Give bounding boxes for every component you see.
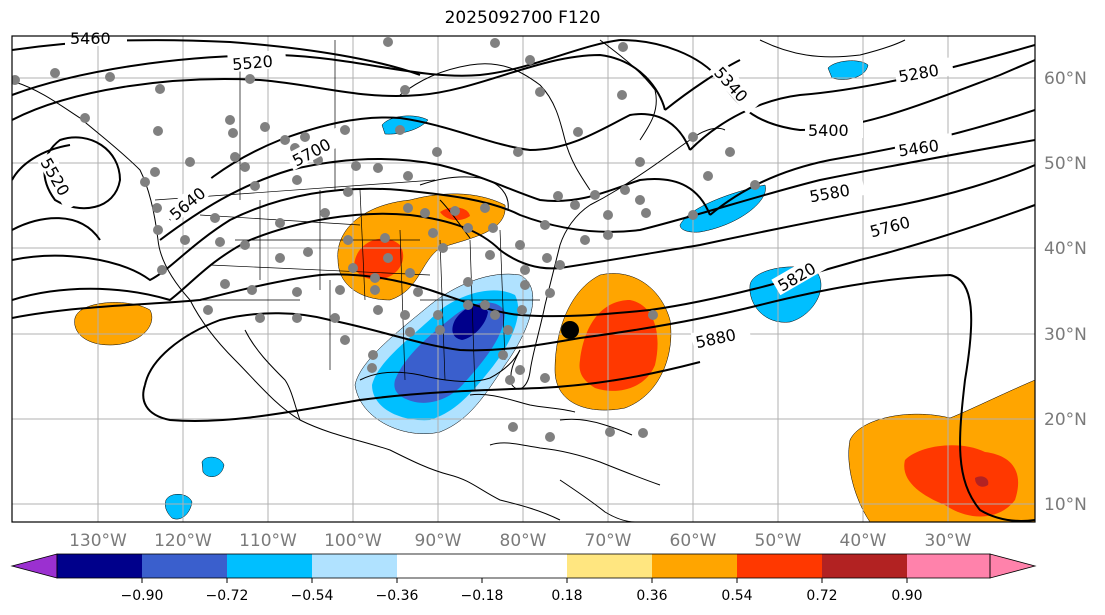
lon-label: 40°W: [840, 531, 887, 551]
anomaly-fills: [74, 60, 1035, 522]
lon-label: 110°W: [239, 531, 297, 551]
lon-label: 50°W: [755, 531, 802, 551]
contour-label: 5520: [231, 52, 273, 74]
longitude-labels: 130°W 120°W 110°W 100°W 90°W 80°W 70°W 6…: [69, 531, 972, 551]
colorbar: −0.90 −0.72 −0.54 −0.36 −0.18 0.18 0.36 …: [10, 553, 1037, 604]
lat-label: 50°N: [1044, 154, 1087, 174]
map-title: 2025092700 F120: [444, 8, 601, 28]
gridlines: [12, 36, 1035, 522]
colorbar-extend-low: [10, 553, 58, 579]
lat-label: 60°N: [1044, 69, 1087, 89]
colorbar-tick-label: 0.54: [721, 588, 752, 604]
colorbar-bin: [907, 554, 990, 578]
colorbar-tick-label: −0.36: [376, 588, 419, 604]
colorbar-tick-label: 0.18: [551, 588, 582, 604]
colorbar-tick-label: −0.72: [206, 588, 249, 604]
lat-label: 30°N: [1044, 325, 1087, 345]
colorbar-bin: [737, 554, 822, 578]
height-contours: [12, 39, 1035, 522]
colorbar-tick-label: 0.90: [891, 588, 922, 604]
highlight-marker: [561, 321, 579, 339]
anomaly-negative-atlantic: [679, 184, 766, 233]
lon-label: 100°W: [324, 531, 382, 551]
latitude-labels: 60°N 50°N 40°N 30°N 20°N 10°N: [1044, 69, 1087, 515]
colorbar-tick-label: −0.18: [461, 588, 504, 604]
lat-label: 40°N: [1044, 239, 1087, 259]
colorbar-bin: [397, 554, 482, 578]
colorbar-bin: [652, 554, 737, 578]
colorbar-bin: [57, 554, 142, 578]
colorbar-tick-label: 0.72: [806, 588, 837, 604]
contour-label: 5460: [70, 29, 111, 48]
colorbar-tick-label: −0.54: [291, 588, 334, 604]
lat-label: 10°N: [1044, 495, 1087, 515]
lon-label: 30°W: [925, 531, 972, 551]
colorbar-bin: [312, 554, 397, 578]
lon-label: 80°W: [500, 531, 547, 551]
colorbar-bin: [567, 554, 652, 578]
colorbar-bin: [227, 554, 312, 578]
colorbar-bin: [822, 554, 907, 578]
lat-label: 20°N: [1044, 410, 1087, 430]
contour-label: 5400: [808, 121, 849, 140]
colorbar-tick-label: −0.90: [121, 588, 164, 604]
map-frame: [11, 35, 1036, 523]
colorbar-bin: [142, 554, 227, 578]
colorbar-tick-label: 0.36: [636, 588, 667, 604]
lon-label: 70°W: [585, 531, 632, 551]
colorbar-bin: [482, 554, 567, 578]
coastlines: [14, 39, 906, 522]
lon-label: 130°W: [69, 531, 127, 551]
contour-labels: 5460 5520 5520 5640 5700 5340 5280 5400 …: [36, 28, 955, 352]
lon-label: 90°W: [415, 531, 462, 551]
lon-label: 120°W: [154, 531, 212, 551]
lon-label: 60°W: [670, 531, 717, 551]
colorbar-extend-high: [989, 553, 1037, 579]
